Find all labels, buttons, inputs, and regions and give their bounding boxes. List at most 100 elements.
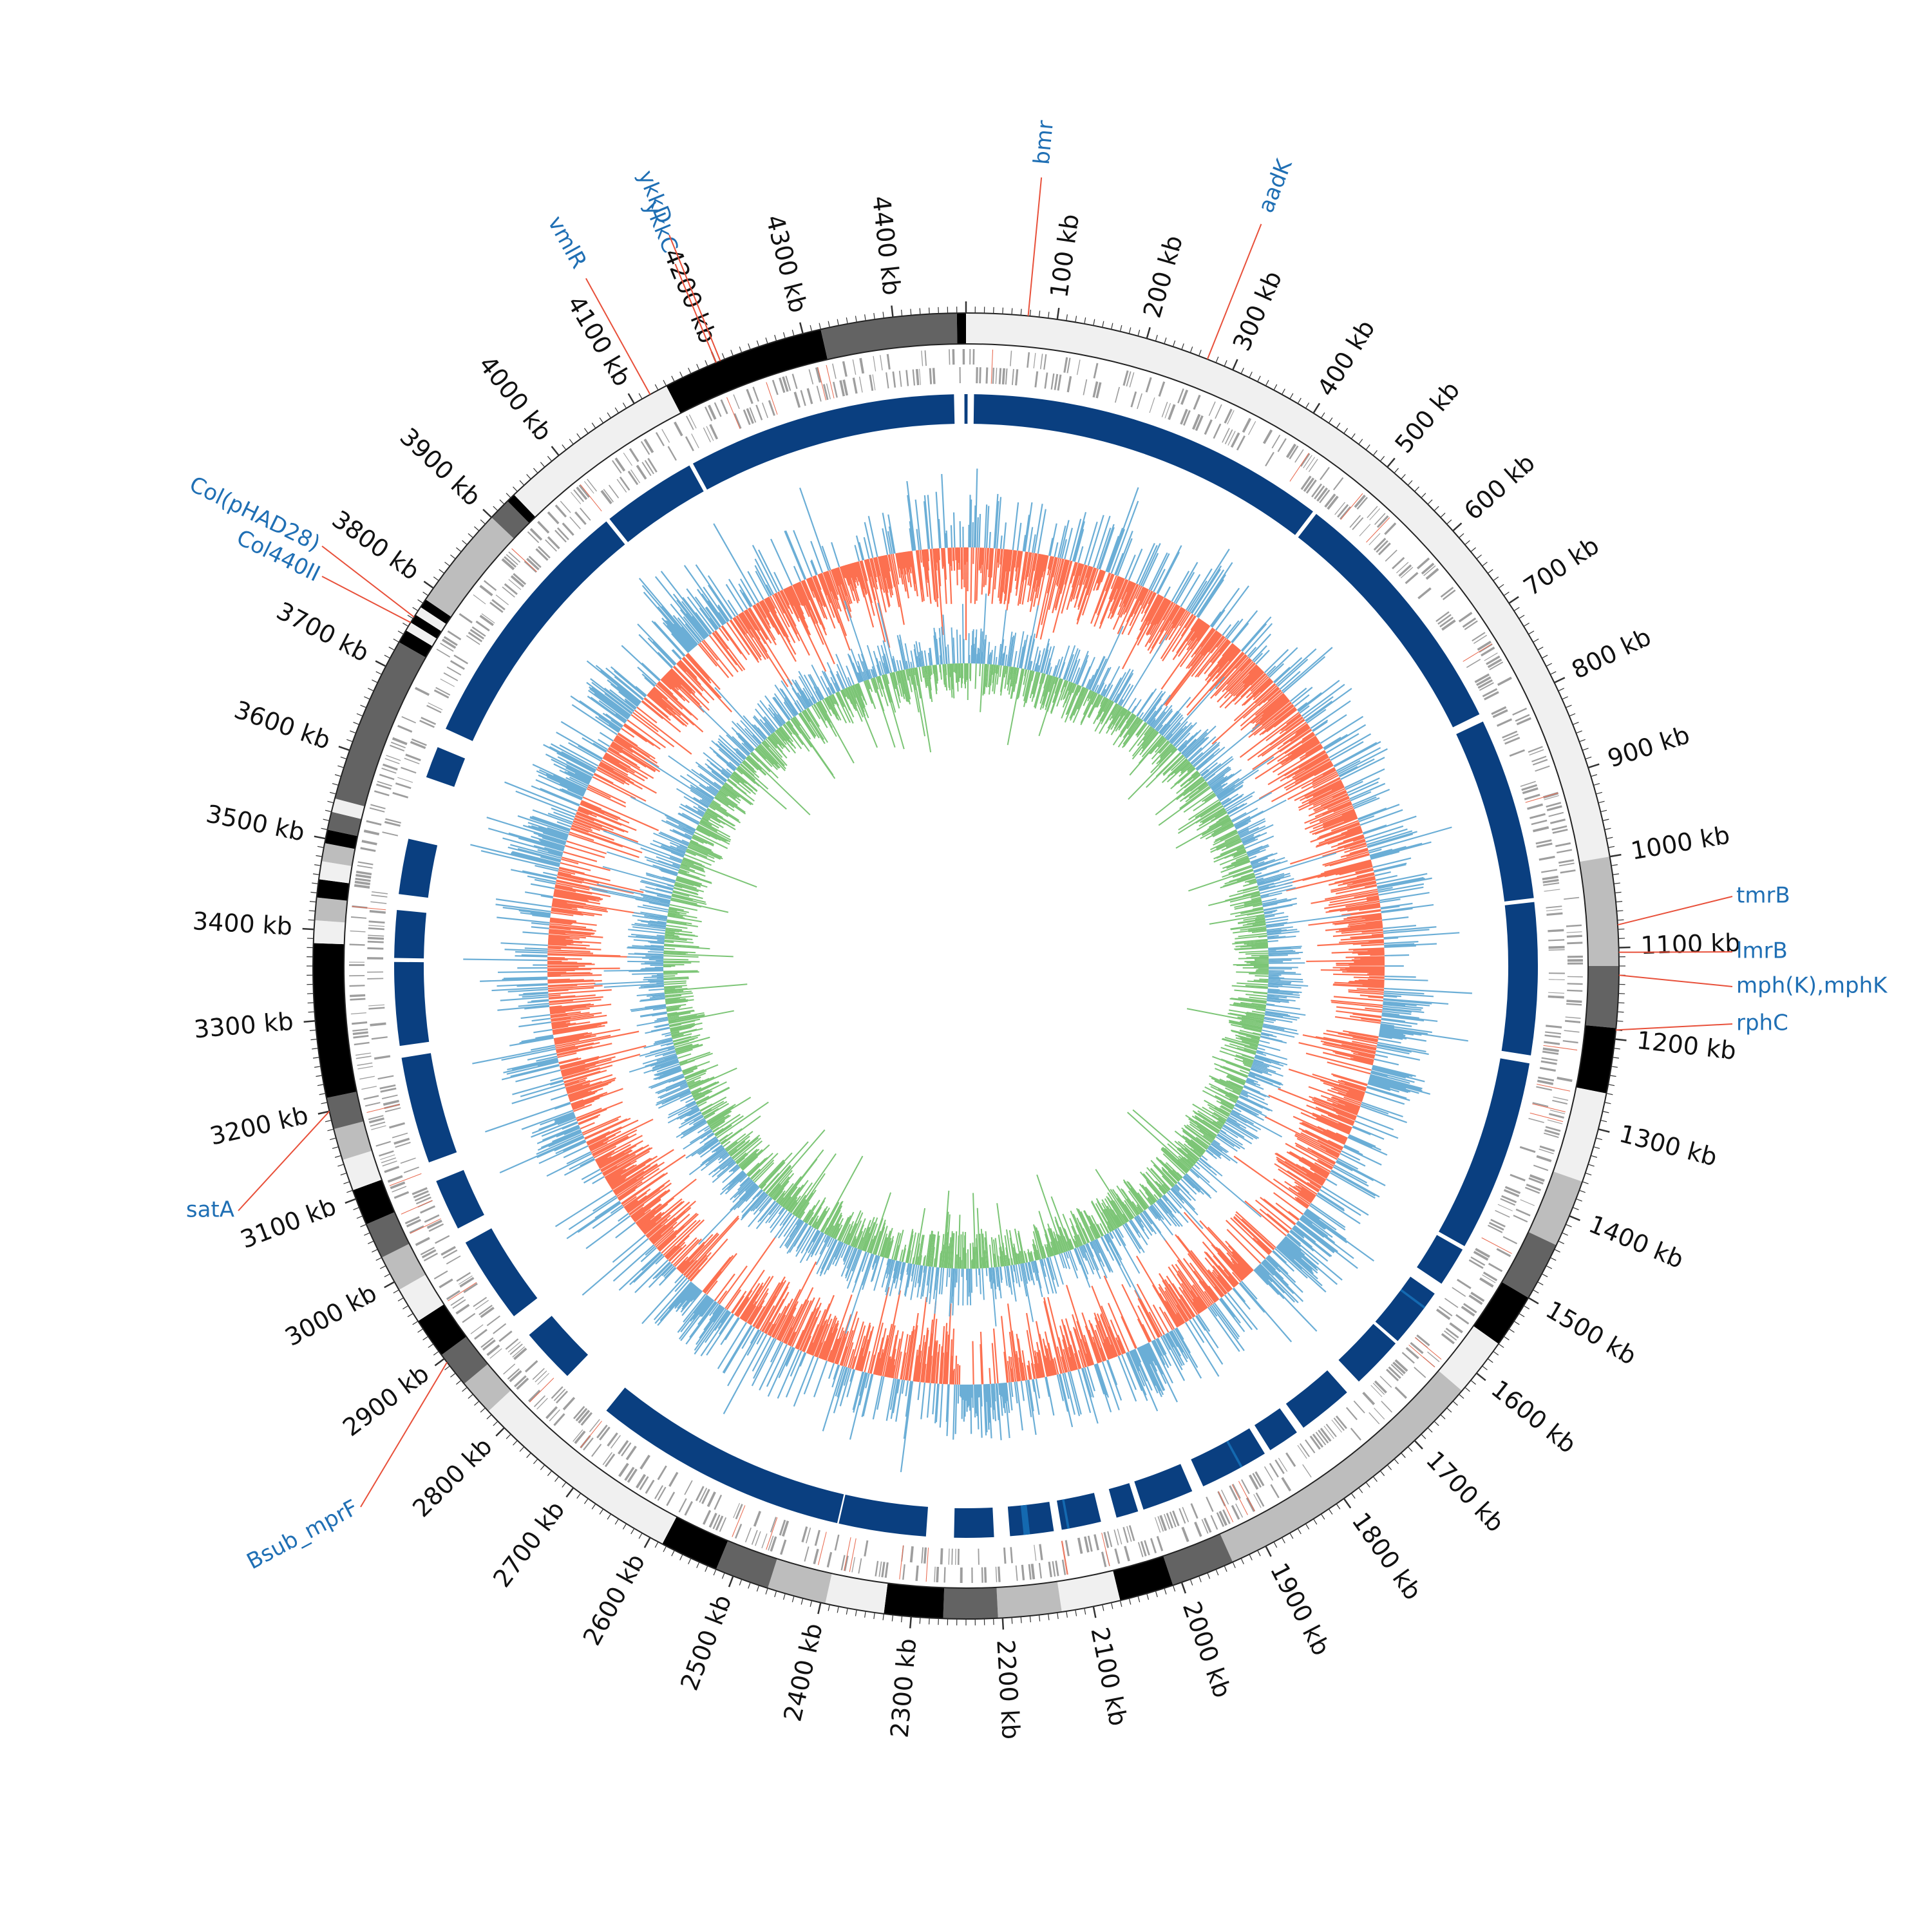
gc-bar	[648, 1263, 673, 1288]
gc-bar	[586, 788, 627, 808]
gc-bar	[609, 1164, 646, 1188]
gc-bar	[555, 1139, 586, 1155]
minor-tick	[663, 379, 667, 386]
gc-bar	[1045, 1376, 1055, 1416]
gc-bar	[1306, 1173, 1324, 1185]
gc-bar	[665, 1219, 705, 1258]
gc-bar	[951, 1328, 955, 1385]
gc-bar	[898, 553, 903, 575]
cds-feature	[475, 620, 490, 632]
gc-bar	[1368, 940, 1384, 943]
gc-bar	[1032, 1379, 1040, 1416]
gc-bar	[1235, 655, 1248, 669]
gc-bar	[717, 612, 727, 623]
gc-bar	[709, 1305, 722, 1321]
gc-bar	[764, 1298, 785, 1334]
minor-tick	[1482, 1365, 1488, 1370]
gc-bar	[1057, 1337, 1068, 1372]
gc-bar	[843, 1317, 860, 1367]
gc-bar	[511, 1058, 558, 1070]
gc-bar	[1281, 1240, 1302, 1259]
gc-bar	[882, 1290, 902, 1377]
cds-feature	[1484, 691, 1499, 701]
gc-bar	[1058, 559, 1068, 589]
gc-bar	[1016, 1381, 1023, 1431]
gc-bar	[480, 978, 548, 982]
gc-bar	[551, 908, 582, 914]
cds-feature	[573, 1406, 585, 1419]
gc-bar	[1294, 1135, 1339, 1159]
gc-bar	[1050, 1360, 1055, 1376]
gc-bar	[773, 593, 785, 614]
cds-feature	[1388, 1366, 1401, 1379]
gc-skew-bar	[1048, 676, 1055, 692]
gc-bar	[769, 596, 796, 643]
gc-bar	[896, 553, 904, 585]
minor-tick	[671, 375, 675, 382]
gc-bar	[1368, 848, 1382, 854]
minor-tick	[407, 614, 413, 620]
gc-bar	[1319, 806, 1354, 822]
gc-bar	[678, 1234, 714, 1271]
gc-bar	[1338, 1100, 1360, 1110]
gc-bar	[664, 1245, 677, 1258]
gc-bar	[548, 935, 570, 938]
gc-skew-bar	[1066, 648, 1079, 681]
gc-bar	[1224, 664, 1258, 699]
gc-bar	[736, 615, 766, 660]
gc-bar	[501, 1065, 560, 1081]
cds-feature	[1562, 1039, 1578, 1044]
major-tick	[1609, 853, 1622, 858]
gc-skew-bar	[1041, 674, 1046, 684]
cds-feature	[782, 376, 789, 392]
gc-bar	[1317, 1139, 1341, 1153]
minor-tick	[1297, 1528, 1302, 1535]
gc-bar	[1340, 1153, 1366, 1167]
cds-feature	[1335, 1415, 1347, 1430]
gc-bar	[784, 530, 806, 580]
tick-label: 700 kb	[1519, 531, 1604, 601]
gc-bar	[1366, 1086, 1410, 1101]
gc-bar	[536, 1125, 580, 1144]
gc-bar	[785, 587, 827, 672]
gc-bar	[1285, 739, 1319, 762]
minor-tick	[1541, 1273, 1548, 1278]
gc-bar	[507, 1057, 558, 1071]
gc-bar	[1298, 1159, 1329, 1178]
gc-bar	[945, 1384, 949, 1422]
gc-bar	[1069, 1371, 1082, 1415]
gc-bar	[1375, 875, 1398, 881]
cds-feature	[686, 415, 694, 430]
gc-bar	[680, 1289, 701, 1313]
cds-feature	[880, 355, 883, 371]
gc-bar	[1137, 1347, 1159, 1394]
gc-bar	[548, 939, 601, 944]
gc-bar	[1258, 1264, 1296, 1303]
gc-bar	[796, 1297, 821, 1350]
gc-bar	[1212, 1265, 1233, 1290]
cds-feature	[367, 947, 384, 950]
minor-tick	[317, 846, 324, 848]
gc-bar	[667, 672, 701, 705]
gc-bar	[673, 623, 695, 649]
tick-label: 2500 kb	[675, 1591, 737, 1694]
gc-bar	[783, 1327, 793, 1344]
blast-hit	[1298, 514, 1480, 728]
gc-skew-bar	[1054, 677, 1058, 685]
gc-bar	[556, 1042, 600, 1053]
gc-bar	[1281, 740, 1320, 766]
gc-bar	[815, 1342, 823, 1358]
gc-bar	[1054, 542, 1059, 557]
cds-feature	[1359, 524, 1371, 536]
cds-feature	[1229, 1485, 1238, 1501]
gc-bar	[1142, 553, 1159, 587]
gc-bar	[497, 916, 550, 924]
cds-feature	[1242, 417, 1252, 433]
gc-bar	[763, 1321, 771, 1334]
gc-bar	[1066, 563, 1081, 611]
gc-bar	[588, 784, 627, 804]
minor-tick	[337, 765, 345, 768]
gc-bar	[664, 674, 678, 688]
minor-tick	[360, 705, 366, 708]
gc-bar	[596, 1153, 612, 1163]
